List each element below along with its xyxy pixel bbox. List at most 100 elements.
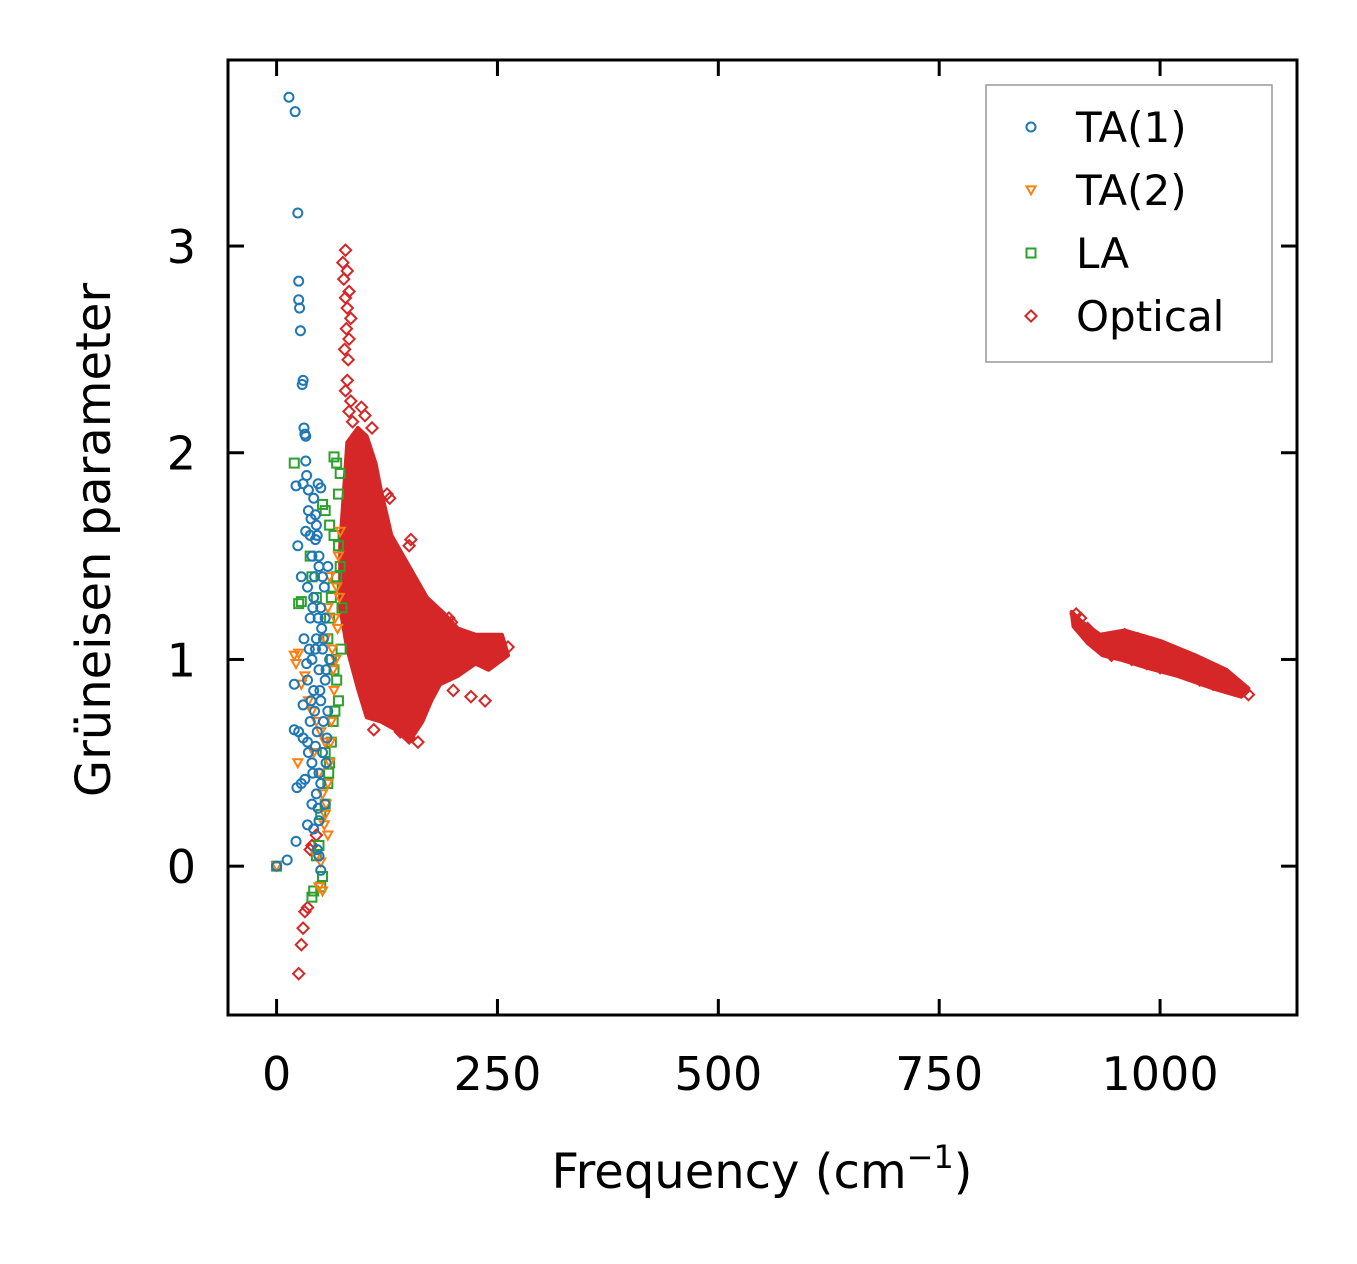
- point-la: [336, 602, 348, 614]
- y-tick-label: 2: [167, 427, 196, 481]
- point-ta1: [317, 571, 329, 583]
- point-optical: [341, 352, 356, 367]
- point-optical: [1073, 611, 1088, 626]
- point-ta1: [313, 850, 325, 862]
- point-ta1: [271, 860, 283, 872]
- point-la: [332, 695, 344, 707]
- point-optical: [1179, 666, 1194, 681]
- point-ta2: [325, 716, 338, 729]
- point-ta1: [308, 591, 320, 603]
- point-ta1: [298, 633, 310, 645]
- point-ta1: [290, 480, 302, 492]
- x-axis-title-text: Frequency (cm: [551, 1144, 906, 1200]
- point-optical: [441, 611, 456, 626]
- point-ta2: [318, 809, 332, 822]
- point-la: [332, 488, 344, 500]
- x-tick-label: 0: [262, 1047, 291, 1101]
- legend-label-optical: Optical: [1076, 292, 1224, 341]
- point-ta1: [313, 664, 325, 676]
- point-ta1: [305, 513, 317, 525]
- point-la: [334, 560, 346, 572]
- point-la: [317, 498, 329, 510]
- point-optical: [345, 414, 360, 429]
- data-points: [270, 91, 1256, 981]
- point-ta1: [294, 302, 306, 314]
- point-ta2: [330, 582, 343, 594]
- point-ta1: [322, 705, 334, 717]
- point-optical: [382, 491, 397, 506]
- point-ta1: [307, 602, 319, 614]
- legend: TA(1) TA(2) LA Optical: [985, 84, 1273, 363]
- point-optical: [297, 904, 312, 919]
- point-la: [334, 467, 346, 479]
- point-ta1: [304, 612, 316, 624]
- point-ta1: [291, 782, 303, 794]
- point-optical: [366, 722, 381, 737]
- point-ta1: [308, 492, 320, 504]
- x-tick-label: 500: [674, 1047, 762, 1101]
- point-ta1: [321, 732, 333, 744]
- point-optical: [463, 689, 478, 704]
- legend-label-la: LA: [1076, 229, 1129, 278]
- point-ta2: [291, 758, 304, 770]
- y-axis-title: Grüneisen parameter: [66, 283, 122, 798]
- point-ta1: [302, 746, 314, 758]
- point-la: [329, 705, 341, 717]
- point-optical: [478, 693, 493, 708]
- x-axis-title-superscript: −1: [907, 1138, 954, 1176]
- point-ta1: [311, 844, 323, 856]
- point-optical: [343, 311, 358, 326]
- point-la: [328, 451, 340, 463]
- point-ta1: [302, 674, 314, 686]
- point-ta1: [313, 550, 325, 562]
- point-optical: [341, 332, 357, 347]
- point-ta1: [324, 653, 336, 665]
- point-la: [324, 519, 336, 531]
- point-ta1: [317, 633, 329, 645]
- y-tick-label: 0: [167, 840, 196, 894]
- point-optical: [444, 615, 459, 630]
- optical-cloud-low-frequency: [338, 425, 511, 745]
- point-ta1: [293, 275, 305, 287]
- point-optical: [338, 243, 353, 258]
- point-ta2: [289, 658, 303, 671]
- point-ta1: [317, 715, 329, 727]
- point-optical: [1153, 660, 1168, 675]
- point-ta1: [309, 740, 321, 752]
- legend-label-ta2: TA(2): [1075, 166, 1187, 215]
- point-ta1: [307, 767, 319, 779]
- point-optical: [291, 966, 306, 981]
- point-ta1: [312, 612, 324, 624]
- point-optical: [1192, 673, 1207, 688]
- point-ta1: [305, 695, 317, 707]
- point-ta1: [315, 602, 327, 614]
- point-optical: [472, 635, 487, 650]
- point-la: [317, 871, 329, 883]
- point-ta1: [308, 684, 320, 696]
- point-ta1: [300, 455, 312, 467]
- point-ta1: [309, 534, 321, 546]
- point-optical: [1139, 656, 1154, 671]
- point-ta1: [300, 430, 312, 442]
- point-optical: [338, 383, 353, 398]
- point-optical: [300, 900, 315, 915]
- point-la: [335, 643, 347, 655]
- point-ta1: [320, 664, 332, 676]
- point-ta1: [314, 684, 326, 696]
- legend-marker-la: [1025, 247, 1037, 259]
- point-ta1: [317, 643, 329, 655]
- legend-marker-ta2: [1024, 185, 1038, 197]
- point-ta1: [313, 815, 325, 827]
- point-optical: [486, 642, 501, 657]
- point-optical: [341, 404, 357, 419]
- point-optical: [357, 408, 372, 423]
- point-ta1: [301, 658, 313, 670]
- point-ta2: [333, 592, 346, 605]
- point-la: [295, 596, 307, 608]
- point-ta1: [290, 835, 302, 847]
- point-ta2: [307, 747, 320, 760]
- point-ta2: [328, 613, 342, 625]
- x-tick-label: 250: [454, 1047, 542, 1101]
- point-ta2: [327, 685, 341, 698]
